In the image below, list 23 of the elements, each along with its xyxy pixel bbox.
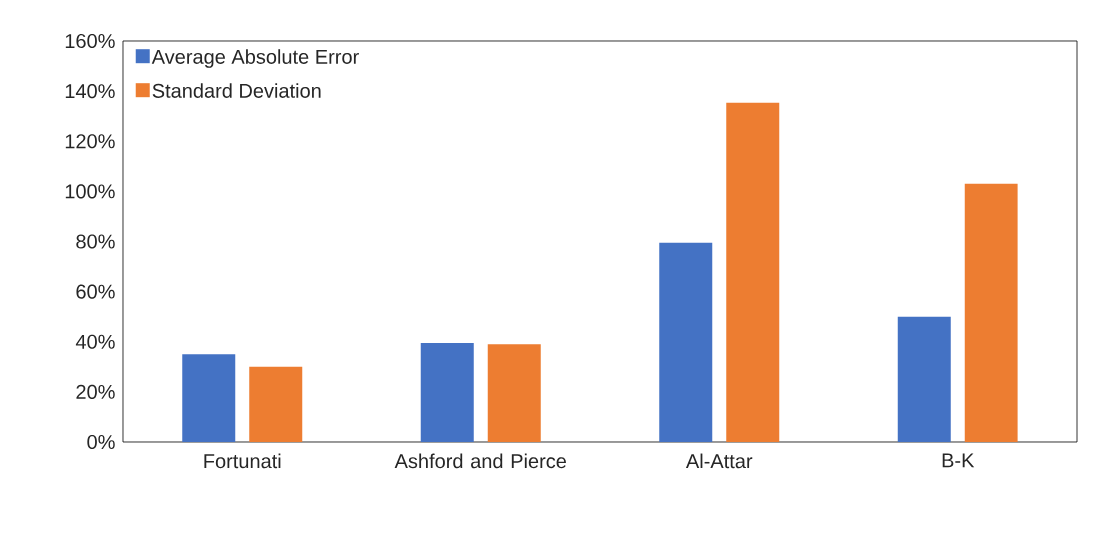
bar (964, 183, 1018, 442)
x-tick-label: Al-Attar (685, 453, 753, 469)
y-tick-label: 140% (65, 84, 115, 99)
bar (249, 366, 303, 442)
bar (182, 354, 236, 442)
y-tick-label: 80% (76, 234, 115, 249)
y-tick-label: 100% (65, 184, 115, 199)
x-tick-label: B-K (942, 453, 975, 468)
y-tick-label: 20% (76, 384, 115, 399)
bar (726, 102, 780, 442)
x-tick-label: Ashford and Pierce (394, 453, 566, 469)
y-tick-label: 60% (76, 284, 115, 299)
x-tick-label: Fortunati (204, 453, 281, 469)
bar (659, 242, 713, 442)
bar (487, 344, 541, 442)
legend-label: Average Absolute Error (151, 49, 359, 68)
y-tick-label: 160% (65, 33, 115, 49)
y-tick-label: 40% (75, 334, 115, 349)
y-tick-label: 0% (87, 434, 115, 450)
y-tick-label: 120% (65, 134, 115, 149)
bar (420, 343, 474, 442)
legend-label: Standard Deviation (152, 83, 321, 98)
bar (897, 316, 951, 442)
